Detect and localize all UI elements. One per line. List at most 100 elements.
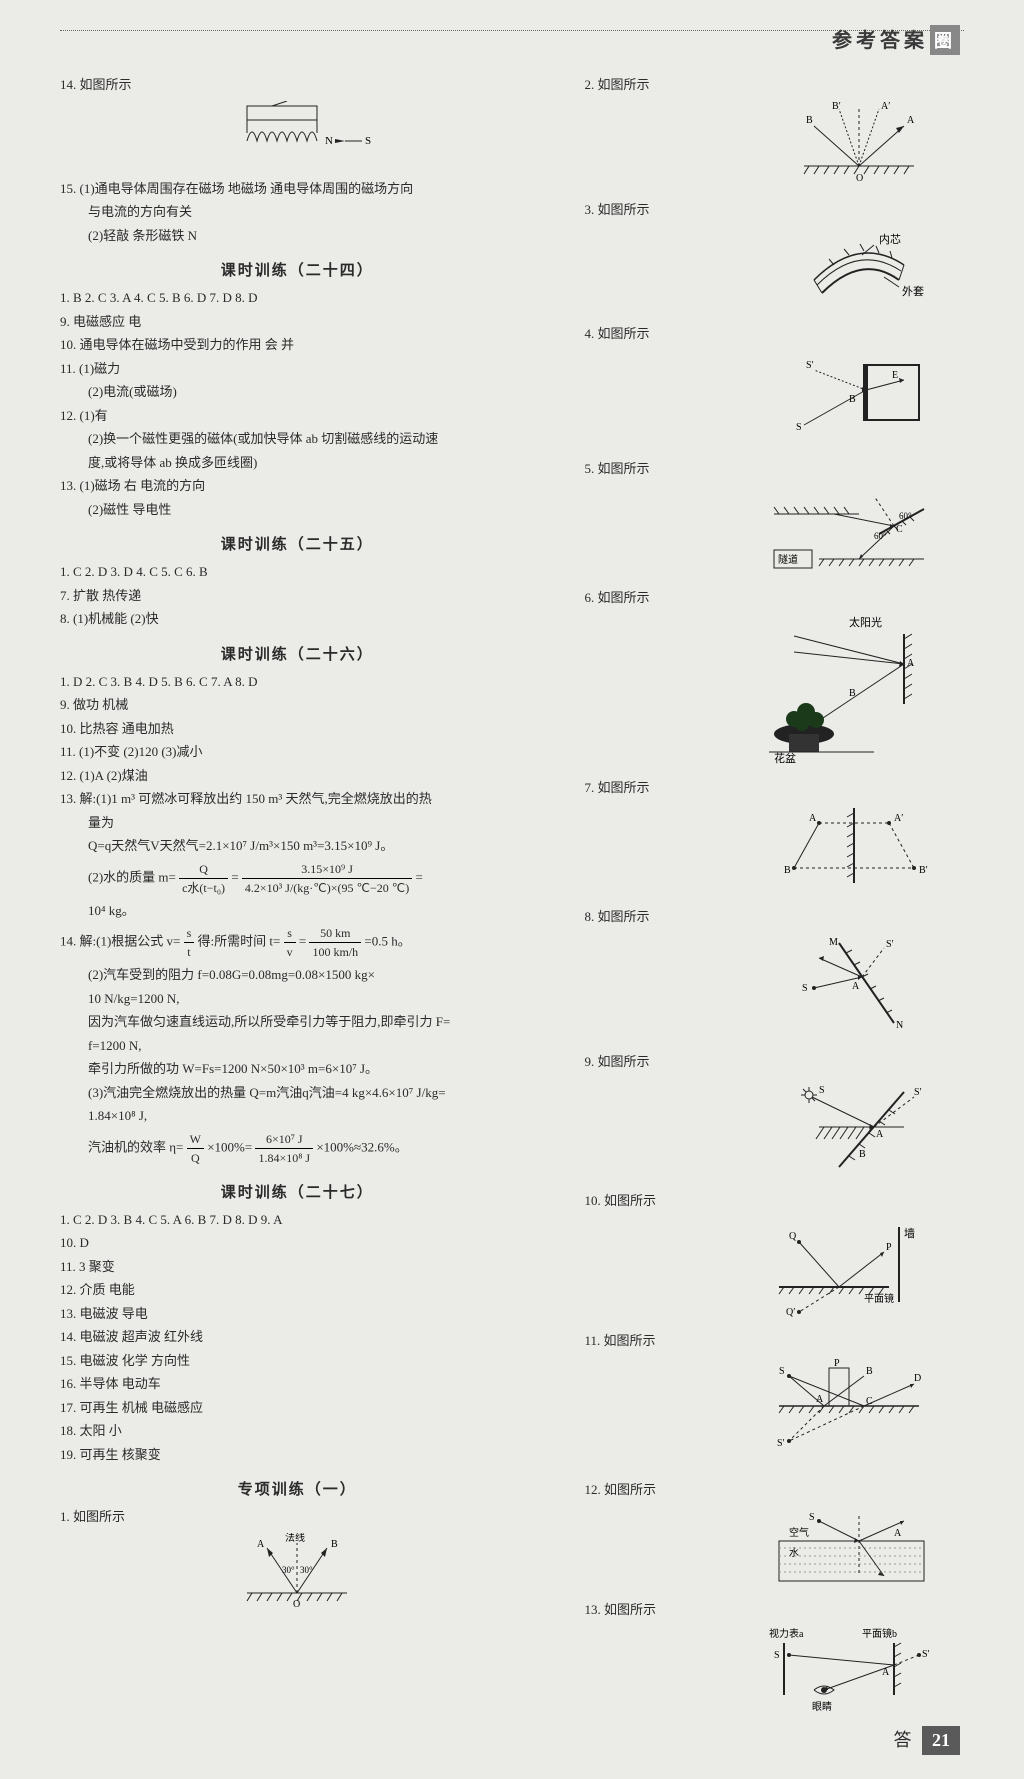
svg-text:花盆: 花盆 — [774, 751, 796, 764]
s25-7: 7. 扩散 热传递 — [60, 586, 534, 606]
svg-text:外套: 外套 — [902, 285, 924, 298]
s25-mc: 1. C 2. D 3. D 4. C 5. C 6. B — [60, 562, 534, 582]
fig-coil: N S — [60, 101, 534, 165]
s26-mc: 1. D 2. C 3. B 4. D 5. B 6. C 7. A 8. D — [60, 672, 534, 692]
fig3: 内芯 外套 — [584, 225, 964, 314]
fig9: S S′ A B — [584, 1077, 964, 1181]
header-text: 参考答案 — [832, 30, 928, 52]
s26-11: 11. (1)不变 (2)120 (3)减小 — [60, 742, 534, 762]
s27-12: 12. 介质 电能 — [60, 1280, 534, 1300]
s24-11-1: 11. (1)磁力 — [60, 359, 534, 379]
svg-text:A: A — [809, 813, 817, 824]
fig13: 视力表a 平面镜b S S′ A 眼睛 — [584, 1625, 964, 1729]
fig-sp1: 法线 A B 30° 30° O — [60, 1533, 534, 1617]
svg-text:墙: 墙 — [904, 1226, 915, 1240]
svg-text:A: A — [852, 981, 860, 992]
s26-14f: 汽油机的效率 η= WQ ×100%= 6×10⁷ J1.84×10⁸ J ×1… — [60, 1130, 534, 1167]
frac: sv — [284, 924, 296, 961]
r4: 4. 如图所示 — [584, 324, 964, 344]
frac: 50 km100 km/h — [309, 924, 361, 961]
frac: 6×10⁷ J1.84×10⁸ J — [255, 1130, 313, 1167]
svg-text:S: S — [796, 422, 802, 433]
svg-text:C: C — [896, 524, 903, 535]
svg-text:S′: S′ — [914, 1087, 922, 1098]
s24-11-2: (2)电流(或磁场) — [60, 382, 534, 402]
frac: 3.15×10⁹ J4.2×10³ J/(kg·℃)×(95 ℃−20 ℃) — [242, 860, 412, 897]
sec25-title: 课时训练（二十五） — [60, 533, 534, 554]
svg-text:60°: 60° — [899, 511, 912, 521]
r9: 9. 如图所示 — [584, 1052, 964, 1072]
t: 得:所需时间 t= — [198, 933, 281, 948]
top-rule — [60, 30, 964, 31]
s25-8: 8. (1)机械能 (2)快 — [60, 609, 534, 629]
s24-13-1: 13. (1)磁场 右 电流的方向 — [60, 476, 534, 496]
fig7: A B A′ B′ — [584, 803, 964, 897]
s24-10: 10. 通电导体在磁场中受到力的作用 会 并 — [60, 335, 534, 355]
svg-text:平面镜: 平面镜 — [864, 1292, 894, 1305]
s26-14a: 14. 解:(1)根据公式 v= st 得:所需时间 t= sv = 50 km… — [60, 924, 534, 961]
svg-text:B: B — [784, 865, 791, 876]
svg-text:30°: 30° — [300, 1565, 313, 1575]
sp1-1: 1. 如图所示 — [60, 1507, 534, 1527]
s26-14b2: 10 N/kg=1200 N, — [60, 989, 534, 1009]
svg-text:Q′: Q′ — [786, 1307, 795, 1317]
svg-text:A′: A′ — [894, 813, 903, 824]
left-column: 14. 如图所示 N S 15. (1)通电导体周围存在磁场 地磁场 通电导体 — [60, 71, 534, 1739]
footer-label: 答 — [894, 1730, 912, 1750]
svg-text:N: N — [896, 1020, 903, 1031]
svg-text:N: N — [325, 135, 333, 147]
svg-text:P: P — [886, 1242, 892, 1253]
r3: 3. 如图所示 — [584, 200, 964, 220]
s26-10: 10. 比热容 通电加热 — [60, 719, 534, 739]
svg-text:平面镜b: 平面镜b — [862, 1627, 897, 1640]
fig2: B B′ A A′ O — [584, 101, 964, 190]
header-box: 圈 — [930, 25, 960, 55]
s24-12-1: 12. (1)有 — [60, 406, 534, 426]
svg-text:A: A — [882, 1667, 890, 1678]
svg-text:S: S — [819, 1085, 825, 1096]
t: = — [299, 933, 306, 948]
svg-text:B: B — [849, 688, 856, 699]
r2: 2. 如图所示 — [584, 75, 964, 95]
svg-text:60°: 60° — [874, 531, 887, 541]
r6: 6. 如图所示 — [584, 588, 964, 608]
q15-1: 15. (1)通电导体周围存在磁场 地磁场 通电导体周围的磁场方向 — [60, 179, 534, 199]
right-column: 2. 如图所示 B B′ A A′ O 3. 如图所示 — [584, 71, 964, 1739]
svg-text:A: A — [816, 1394, 824, 1405]
header-title: 参考答案圈 — [832, 24, 960, 55]
s26-13b: 量为 — [60, 813, 534, 833]
s27-18: 18. 太阳 小 — [60, 1421, 534, 1441]
s27-11: 11. 3 聚变 — [60, 1257, 534, 1277]
svg-text:水: 水 — [789, 1547, 799, 1559]
svg-text:空气: 空气 — [789, 1526, 809, 1539]
svg-text:O: O — [856, 173, 863, 184]
svg-text:S: S — [774, 1650, 780, 1661]
s26-9: 9. 做功 机械 — [60, 695, 534, 715]
r12: 12. 如图所示 — [584, 1480, 964, 1500]
svg-text:A′: A′ — [881, 101, 890, 112]
t: 汽油机的效率 η= — [88, 1139, 183, 1154]
t: = — [415, 869, 422, 884]
fig11: P S B D C S′ A — [584, 1356, 964, 1470]
r13: 13. 如图所示 — [584, 1600, 964, 1620]
footer: 答 21 — [894, 1726, 961, 1755]
svg-text:B: B — [859, 1149, 866, 1160]
svg-text:E: E — [892, 370, 898, 381]
svg-text:A: A — [876, 1129, 884, 1140]
svg-text:S: S — [779, 1366, 785, 1377]
s27-19: 19. 可再生 核聚变 — [60, 1445, 534, 1465]
sec26-title: 课时训练（二十六） — [60, 643, 534, 664]
t: (2)水的质量 m= — [88, 869, 176, 884]
r11: 11. 如图所示 — [584, 1331, 964, 1351]
t: = — [231, 869, 238, 884]
svg-text:A: A — [907, 658, 915, 669]
svg-text:M: M — [829, 937, 838, 948]
fig5: 隧道 60° 60° C — [584, 484, 964, 578]
r5: 5. 如图所示 — [584, 459, 964, 479]
fig10: 墙 平面镜 Q P Q′ — [584, 1217, 964, 1321]
s26-14e: (3)汽油完全燃烧放出的热量 Q=m汽油q汽油=4 kg×4.6×10⁷ J/k… — [60, 1083, 534, 1103]
svg-text:P: P — [834, 1358, 840, 1369]
s26-14c2: f=1200 N, — [60, 1036, 534, 1056]
s27-15: 15. 电磁波 化学 方向性 — [60, 1351, 534, 1371]
svg-text:Q: Q — [789, 1231, 797, 1242]
